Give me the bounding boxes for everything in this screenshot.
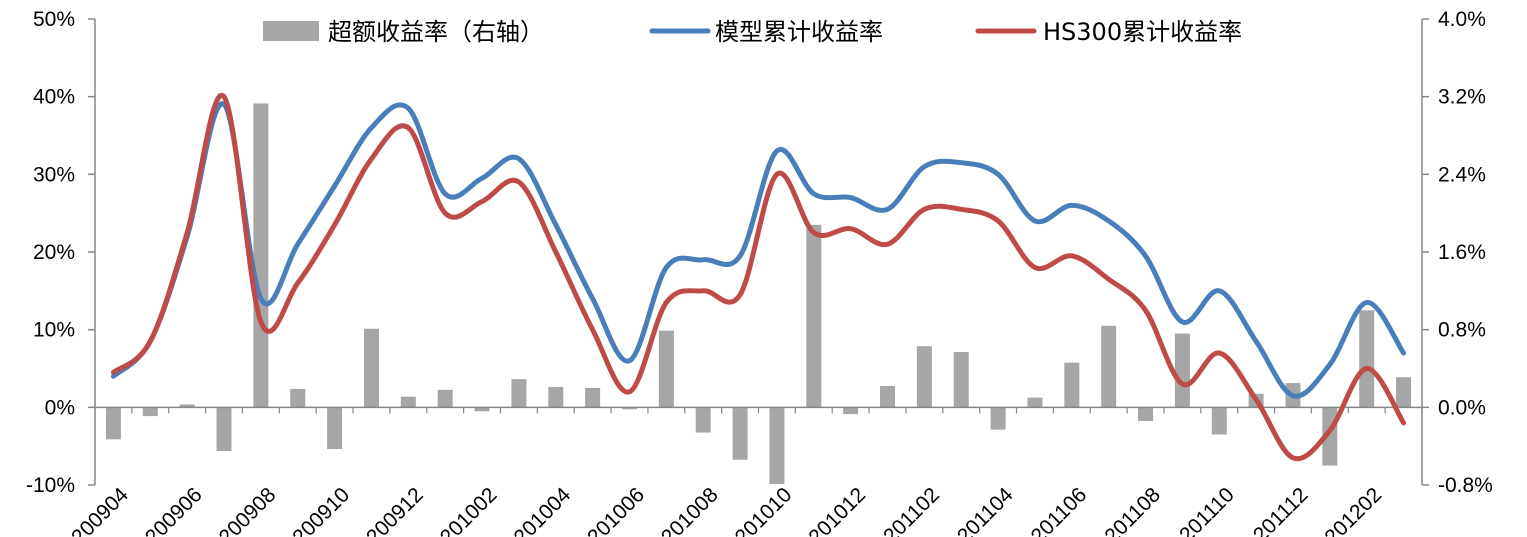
x-tick-label: 201008 xyxy=(657,483,723,537)
excess-return-bar xyxy=(880,385,896,408)
excess-return-bar xyxy=(142,407,158,417)
excess-return-bar xyxy=(363,328,379,408)
excess-return-bar xyxy=(1174,333,1190,408)
excess-return-bar xyxy=(621,407,637,410)
legend-label: 超额收益率（右轴） xyxy=(328,18,544,46)
excess-return-bar xyxy=(990,407,1006,430)
model-cumulative-return-line xyxy=(110,101,1407,399)
excess-return-bar xyxy=(400,396,416,408)
right-y-tick-labels: -0.8% 0.0% 0.8% 1.6% 2.4% 3.2% 4.0% xyxy=(1438,8,1493,497)
legend-label: 模型累计收益率 xyxy=(715,18,883,46)
legend-item-hs300: HS300累计收益率 xyxy=(975,18,1242,46)
x-tick-label: 200908 xyxy=(215,483,281,537)
excess-return-bar xyxy=(511,379,527,408)
excess-return-bar xyxy=(179,404,195,408)
excess-return-bar xyxy=(105,407,121,440)
excess-return-bar xyxy=(843,407,859,415)
excess-return-bar xyxy=(1211,407,1227,435)
excess-return-bar xyxy=(695,407,711,433)
x-tick-label: 201106 xyxy=(1027,483,1092,537)
left-y-tick-label: 40% xyxy=(33,86,75,109)
right-y-tick-label: 2.4% xyxy=(1438,163,1486,186)
excess-return-bar xyxy=(548,386,564,408)
left-y-tick-label: 10% xyxy=(33,319,75,342)
x-tick-label: 201112 xyxy=(1249,483,1313,537)
right-y-tick-label: 1.6% xyxy=(1438,241,1486,264)
x-tick-label: 200906 xyxy=(141,483,207,537)
x-tick-label: 201102 xyxy=(879,483,944,537)
x-tick-label: 201006 xyxy=(583,483,649,537)
right-y-tick-label: 0.8% xyxy=(1438,319,1486,342)
x-tick-label: 201004 xyxy=(509,483,575,537)
x-tick-label: 201108 xyxy=(1100,483,1165,537)
x-tick-labels: 200904 200906 200908 200910 200912 201002 2010… xyxy=(67,483,1386,537)
right-y-tick-label: 3.2% xyxy=(1438,86,1486,109)
x-tick-label: 201202 xyxy=(1320,483,1386,537)
excess-return-bar xyxy=(732,407,748,460)
left-y-tick-label: 50% xyxy=(33,8,75,31)
cumulative-return-lines xyxy=(110,92,1407,462)
x-tick-label: 201012 xyxy=(804,483,870,537)
x-tick-label: 201010 xyxy=(731,483,797,537)
excess-return-bar xyxy=(1101,325,1117,408)
excess-return-bar xyxy=(474,407,490,412)
x-tick-label: 201110 xyxy=(1175,483,1239,537)
excess-return-bar xyxy=(1064,362,1080,408)
left-y-tick-labels: -10% 0% 10% 20% 30% 40% 50% xyxy=(26,8,75,497)
x-tick-label: 200912 xyxy=(362,483,428,537)
x-tick-label: 201002 xyxy=(436,483,502,537)
legend-item-excess-return: 超额收益率（右轴） xyxy=(263,18,544,46)
hs300-cumulative-return-line xyxy=(110,92,1407,462)
excess-return-bar xyxy=(1027,397,1043,408)
x-tick-label: 201104 xyxy=(953,483,1018,537)
legend-label: HS300累计收益率 xyxy=(1043,18,1242,46)
excess-return-bar xyxy=(658,330,674,408)
x-tick-label: 200904 xyxy=(67,483,133,537)
excess-return-bar xyxy=(290,388,306,408)
excess-return-bar xyxy=(253,103,269,408)
excess-return-bar xyxy=(1138,407,1154,421)
left-y-tick-label: 30% xyxy=(33,163,75,186)
legend: 超额收益率（右轴） 模型累计收益率 HS300累计收益率 xyxy=(263,18,1242,46)
left-y-tick-label: 20% xyxy=(33,241,75,264)
excess-return-bar xyxy=(1396,377,1412,408)
excess-return-bar xyxy=(216,407,232,452)
right-y-tick-label: -0.8% xyxy=(1438,474,1493,497)
excess-return-bar xyxy=(1359,310,1375,408)
left-y-tick-label: -10% xyxy=(26,474,75,497)
excess-return-bar xyxy=(953,351,969,408)
excess-return-bar xyxy=(437,389,453,408)
excess-return-bar xyxy=(916,346,932,408)
right-y-tick-label: 0.0% xyxy=(1438,396,1486,419)
excess-return-bar xyxy=(585,387,601,408)
excess-return-bar xyxy=(769,407,785,485)
legend-swatch xyxy=(263,21,319,41)
excess-return-bar xyxy=(327,407,343,450)
excess-return-bar xyxy=(806,224,822,408)
tick-marks xyxy=(88,18,1429,486)
legend-item-model: 模型累计收益率 xyxy=(649,18,883,46)
x-tick-label: 200910 xyxy=(288,483,354,537)
left-y-tick-label: 0% xyxy=(45,396,75,419)
right-y-tick-label: 4.0% xyxy=(1438,8,1486,31)
